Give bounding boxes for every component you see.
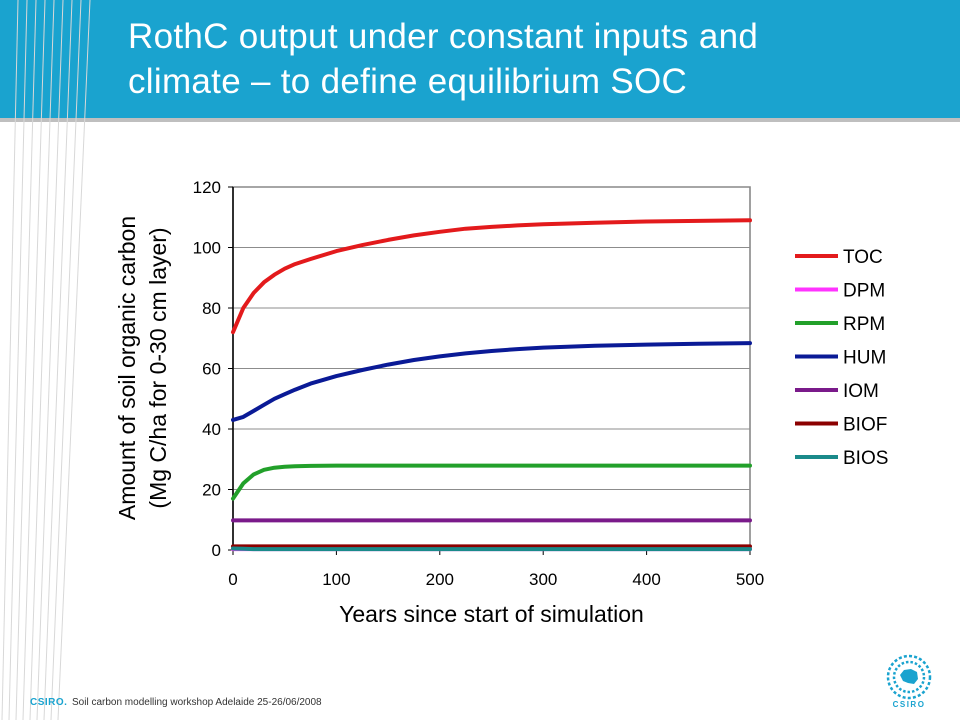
y-tick-label: 120 xyxy=(193,178,221,197)
legend-label-biof: BIOF xyxy=(843,415,887,436)
x-tick-label: 100 xyxy=(322,570,350,589)
legend-label-hum: HUM xyxy=(843,348,886,369)
deco-line xyxy=(57,0,91,720)
deco-line xyxy=(50,0,82,720)
footer-brand: CSIRO. xyxy=(30,697,68,708)
legend-label-rpm: RPM xyxy=(843,314,885,335)
x-tick-label: 300 xyxy=(529,570,557,589)
slide-title: RothC output under constant inputs and c… xyxy=(128,14,928,104)
footer-text: Soil carbon modelling workshop Adelaide … xyxy=(72,697,322,708)
slide-title-line1: RothC output under constant inputs and xyxy=(128,17,759,56)
y-tick-label: 80 xyxy=(202,299,221,318)
series-line-rpm xyxy=(231,463,752,501)
y-tick-label: 100 xyxy=(193,239,221,258)
slide-title-line2: climate – to define equilibrium SOC xyxy=(128,62,688,101)
series-line-hum xyxy=(231,341,752,422)
decorative-lines xyxy=(1,0,91,720)
x-tick-label: 200 xyxy=(426,570,454,589)
header-divider xyxy=(0,118,960,122)
deco-line xyxy=(1,0,19,720)
legend-label-dpm: DPM xyxy=(843,281,885,302)
deco-line xyxy=(29,0,55,720)
gridlines xyxy=(233,186,750,490)
csiro-logo-text: CSIRO xyxy=(892,700,926,709)
legend-label-toc: TOC xyxy=(843,247,883,268)
deco-line xyxy=(15,0,37,720)
y-axis-label-line1: Amount of soil organic carbon xyxy=(114,216,140,520)
legend-label-bios: BIOS xyxy=(843,448,888,469)
x-tick-label: 400 xyxy=(632,570,660,589)
series-line-toc xyxy=(231,218,752,335)
slide-header xyxy=(0,0,960,118)
legend: TOC DPM RPM HUM IOM BIOF BIOS xyxy=(795,247,888,469)
y-tick-label: 60 xyxy=(202,360,221,379)
x-tick-label: 0 xyxy=(228,570,237,589)
y-tick-label: 20 xyxy=(202,481,221,500)
csiro-logo-icon xyxy=(886,654,932,700)
y-axis-label-line2: (Mg C/ha for 0-30 cm layer) xyxy=(145,227,171,508)
x-axis-label: Years since start of simulation xyxy=(339,601,644,627)
x-tick-label: 500 xyxy=(736,570,764,589)
deco-line xyxy=(43,0,73,720)
series-lines xyxy=(231,218,752,552)
y-tick-label: 40 xyxy=(202,420,221,439)
series-line-bios xyxy=(231,546,752,552)
deco-line xyxy=(36,0,64,720)
y-tick-label: 0 xyxy=(212,541,221,560)
soc-line-chart: 0 20 40 60 80 100 120 0 100 200 300 400 500 TOC DPM RP… xyxy=(114,178,888,627)
csiro-logo: CSIRO xyxy=(884,654,934,714)
deco-line xyxy=(8,0,28,720)
deco-line xyxy=(22,0,46,720)
legend-label-iom: IOM xyxy=(843,381,879,402)
